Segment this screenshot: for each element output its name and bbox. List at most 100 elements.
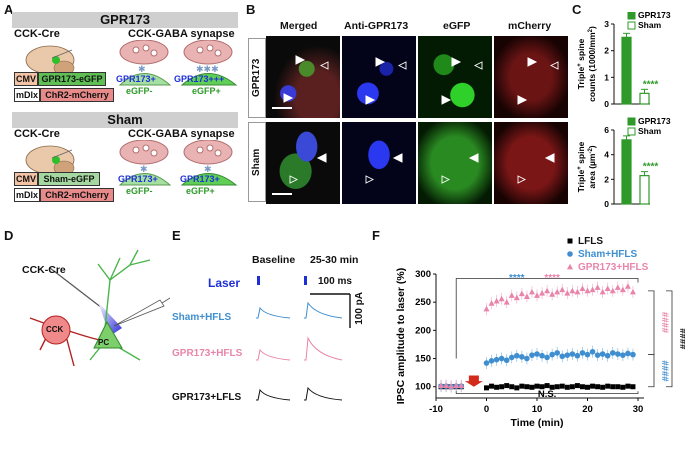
trace-gpr173-lfls-baseline	[256, 388, 291, 401]
column-header-egfp: eGFP	[443, 20, 471, 32]
panel-letter-d: D	[4, 228, 14, 243]
data-point	[609, 350, 616, 356]
legend-label: Sham+HFLS	[578, 249, 638, 260]
y-tick-label: 200	[415, 325, 431, 336]
sham-egfp-box: Sham-eGFP	[38, 172, 100, 186]
data-point	[625, 383, 631, 389]
data-point	[615, 384, 621, 390]
data-point	[625, 350, 631, 357]
filled-arrowhead-icon	[365, 95, 376, 105]
data-point	[483, 360, 490, 366]
data-point	[499, 384, 505, 390]
y-tick-label: 2	[604, 46, 609, 56]
bottom-right-egfp-status: eGFP+	[186, 186, 215, 196]
trace-sham-post	[304, 301, 343, 319]
panel-a-bottom-drawing: ✱ ✱	[25, 140, 238, 186]
legend-swatch-sham	[627, 21, 636, 30]
legend-swatch-gpr173	[627, 12, 636, 20]
data-point	[539, 289, 546, 296]
chr2-mcherry-box-bottom: ChR2-mCherry	[40, 188, 114, 202]
data-point	[549, 351, 555, 358]
data-point	[524, 355, 530, 362]
y-axis-label: area (µm-2)	[587, 145, 597, 188]
panel-letter-c: C	[572, 2, 582, 17]
cck-cell-soma	[41, 315, 71, 345]
data-point	[630, 351, 636, 358]
data-point	[509, 384, 515, 390]
micrograph-annotations	[272, 55, 559, 195]
y-axis-label: Triple+ spine	[576, 38, 586, 89]
data-point	[609, 287, 616, 294]
legend-swatch-sham	[627, 127, 636, 136]
data-point	[489, 383, 495, 389]
data-point	[599, 351, 606, 357]
data-point	[567, 263, 573, 270]
comparison-bracket	[455, 278, 639, 359]
y-tick-label: 0	[604, 199, 609, 209]
sham-banner: Sham	[12, 112, 238, 128]
data-point	[488, 358, 495, 364]
cck-cre-label-d: CCK-Cre	[22, 264, 66, 276]
panel-f-scatter-chart: 100 150 200 250 300 -10 0 10 20 30 Time (min) IPSC …	[395, 236, 685, 429]
x-axis-label: Time (min)	[511, 417, 564, 429]
open-arrowhead-icon	[441, 175, 451, 184]
cmv-box-bottom: CMV	[14, 172, 38, 186]
panel-letter-b: B	[246, 2, 256, 17]
data-point	[493, 356, 500, 363]
bracket-pink-blue	[648, 290, 655, 355]
y-tick-label: 3	[604, 19, 609, 29]
significance-stars-pink: ****	[544, 273, 560, 284]
data-point	[458, 382, 465, 388]
column-header-merged: Merged	[280, 20, 318, 32]
data-point	[604, 285, 611, 292]
bottom-left-egfp-status: eGFP-	[126, 186, 153, 196]
data-point	[534, 383, 540, 389]
micrograph-gpr173-merged	[266, 36, 340, 118]
trace-label-gpr173-lfls: GPR173+LFLS	[172, 392, 242, 403]
data-point	[615, 351, 621, 357]
postsynaptic-spine-icon	[118, 173, 172, 186]
data-point	[544, 383, 550, 389]
data-point	[619, 286, 626, 293]
data-point	[554, 384, 560, 390]
data-point	[604, 352, 611, 359]
panel-e-traces	[256, 276, 351, 401]
open-arrowhead-icon	[473, 61, 483, 70]
data-point	[579, 285, 586, 292]
data-point	[438, 382, 445, 388]
bar-sham	[639, 175, 650, 205]
bracket-pink-black	[666, 290, 673, 388]
data-point	[549, 291, 556, 297]
y-tick-label: 150	[415, 354, 431, 365]
data-point	[629, 288, 636, 295]
post-header: 25-30 min	[310, 254, 359, 266]
mdlx-box-top: mDlx	[14, 88, 40, 102]
injection-site-icon	[52, 156, 60, 164]
data-point	[534, 351, 540, 357]
data-point	[448, 382, 455, 389]
data-point	[483, 305, 490, 312]
panel-letter-f: F	[372, 228, 380, 243]
filled-arrowhead-icon	[451, 57, 462, 67]
trace-gpr173-lfls-post	[304, 386, 343, 401]
baseline-header: Baseline	[252, 254, 296, 266]
presynaptic-terminal-icon	[119, 140, 169, 165]
filled-arrowhead-icon	[441, 95, 452, 105]
top-right-egfp-status: eGFP+	[192, 86, 221, 96]
data-point	[544, 287, 551, 294]
presynaptic-terminal-icon	[183, 40, 233, 65]
data-point	[503, 357, 510, 364]
data-point	[519, 354, 525, 360]
panel-letter-a: A	[4, 2, 14, 17]
data-point	[453, 382, 460, 388]
presynaptic-terminal-icon	[119, 40, 169, 65]
panel-letter-e: E	[172, 228, 181, 243]
data-point	[524, 384, 530, 390]
micrograph-gpr173-mcherry	[494, 36, 568, 118]
trace-label-sham-hfls: Sham+HFLS	[172, 312, 232, 323]
data-point	[523, 293, 530, 299]
data-point	[574, 352, 581, 359]
legend-swatch-gpr173	[627, 117, 636, 126]
chr2-mcherry-box-top: ChR2-mCherry	[40, 88, 114, 102]
data-point	[559, 353, 566, 360]
